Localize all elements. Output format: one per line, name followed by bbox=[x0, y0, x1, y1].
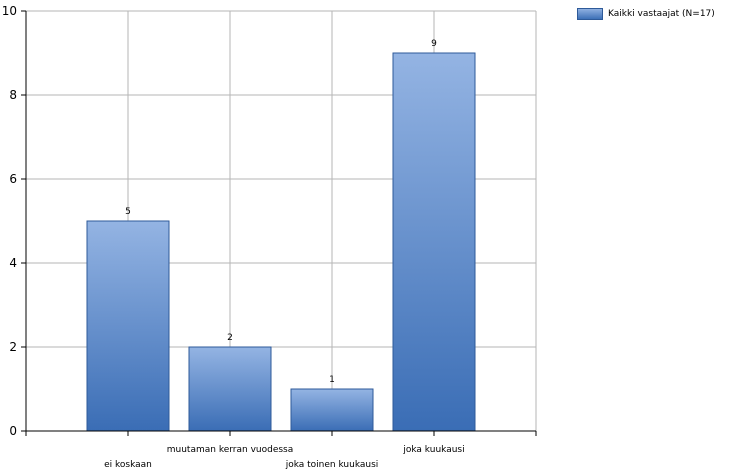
legend-label: Kaikki vastaajat (N=17) bbox=[608, 9, 715, 19]
data-label: 1 bbox=[329, 375, 335, 385]
y-tick-label: 4 bbox=[9, 256, 17, 270]
y-tick-label: 10 bbox=[2, 4, 17, 18]
bar bbox=[392, 52, 476, 432]
x-category-label: joka toinen kuukausi bbox=[285, 460, 379, 470]
x-category-label: ei koskaan bbox=[104, 460, 152, 470]
y-tick-label: 2 bbox=[9, 340, 17, 354]
x-category-label: muutaman kerran vuodessa bbox=[167, 445, 294, 455]
legend-swatch bbox=[577, 8, 603, 20]
bar bbox=[188, 346, 272, 432]
x-category-label: joka kuukausi bbox=[402, 445, 464, 455]
data-label: 5 bbox=[125, 207, 131, 217]
data-label: 9 bbox=[431, 39, 437, 49]
y-tick-label: 6 bbox=[9, 172, 17, 186]
data-label: 2 bbox=[227, 333, 233, 343]
bar bbox=[86, 220, 170, 432]
bar bbox=[290, 388, 374, 432]
legend: Kaikki vastaajat (N=17) bbox=[577, 8, 715, 20]
y-tick-label: 8 bbox=[9, 88, 17, 102]
y-tick-label: 0 bbox=[9, 424, 17, 438]
